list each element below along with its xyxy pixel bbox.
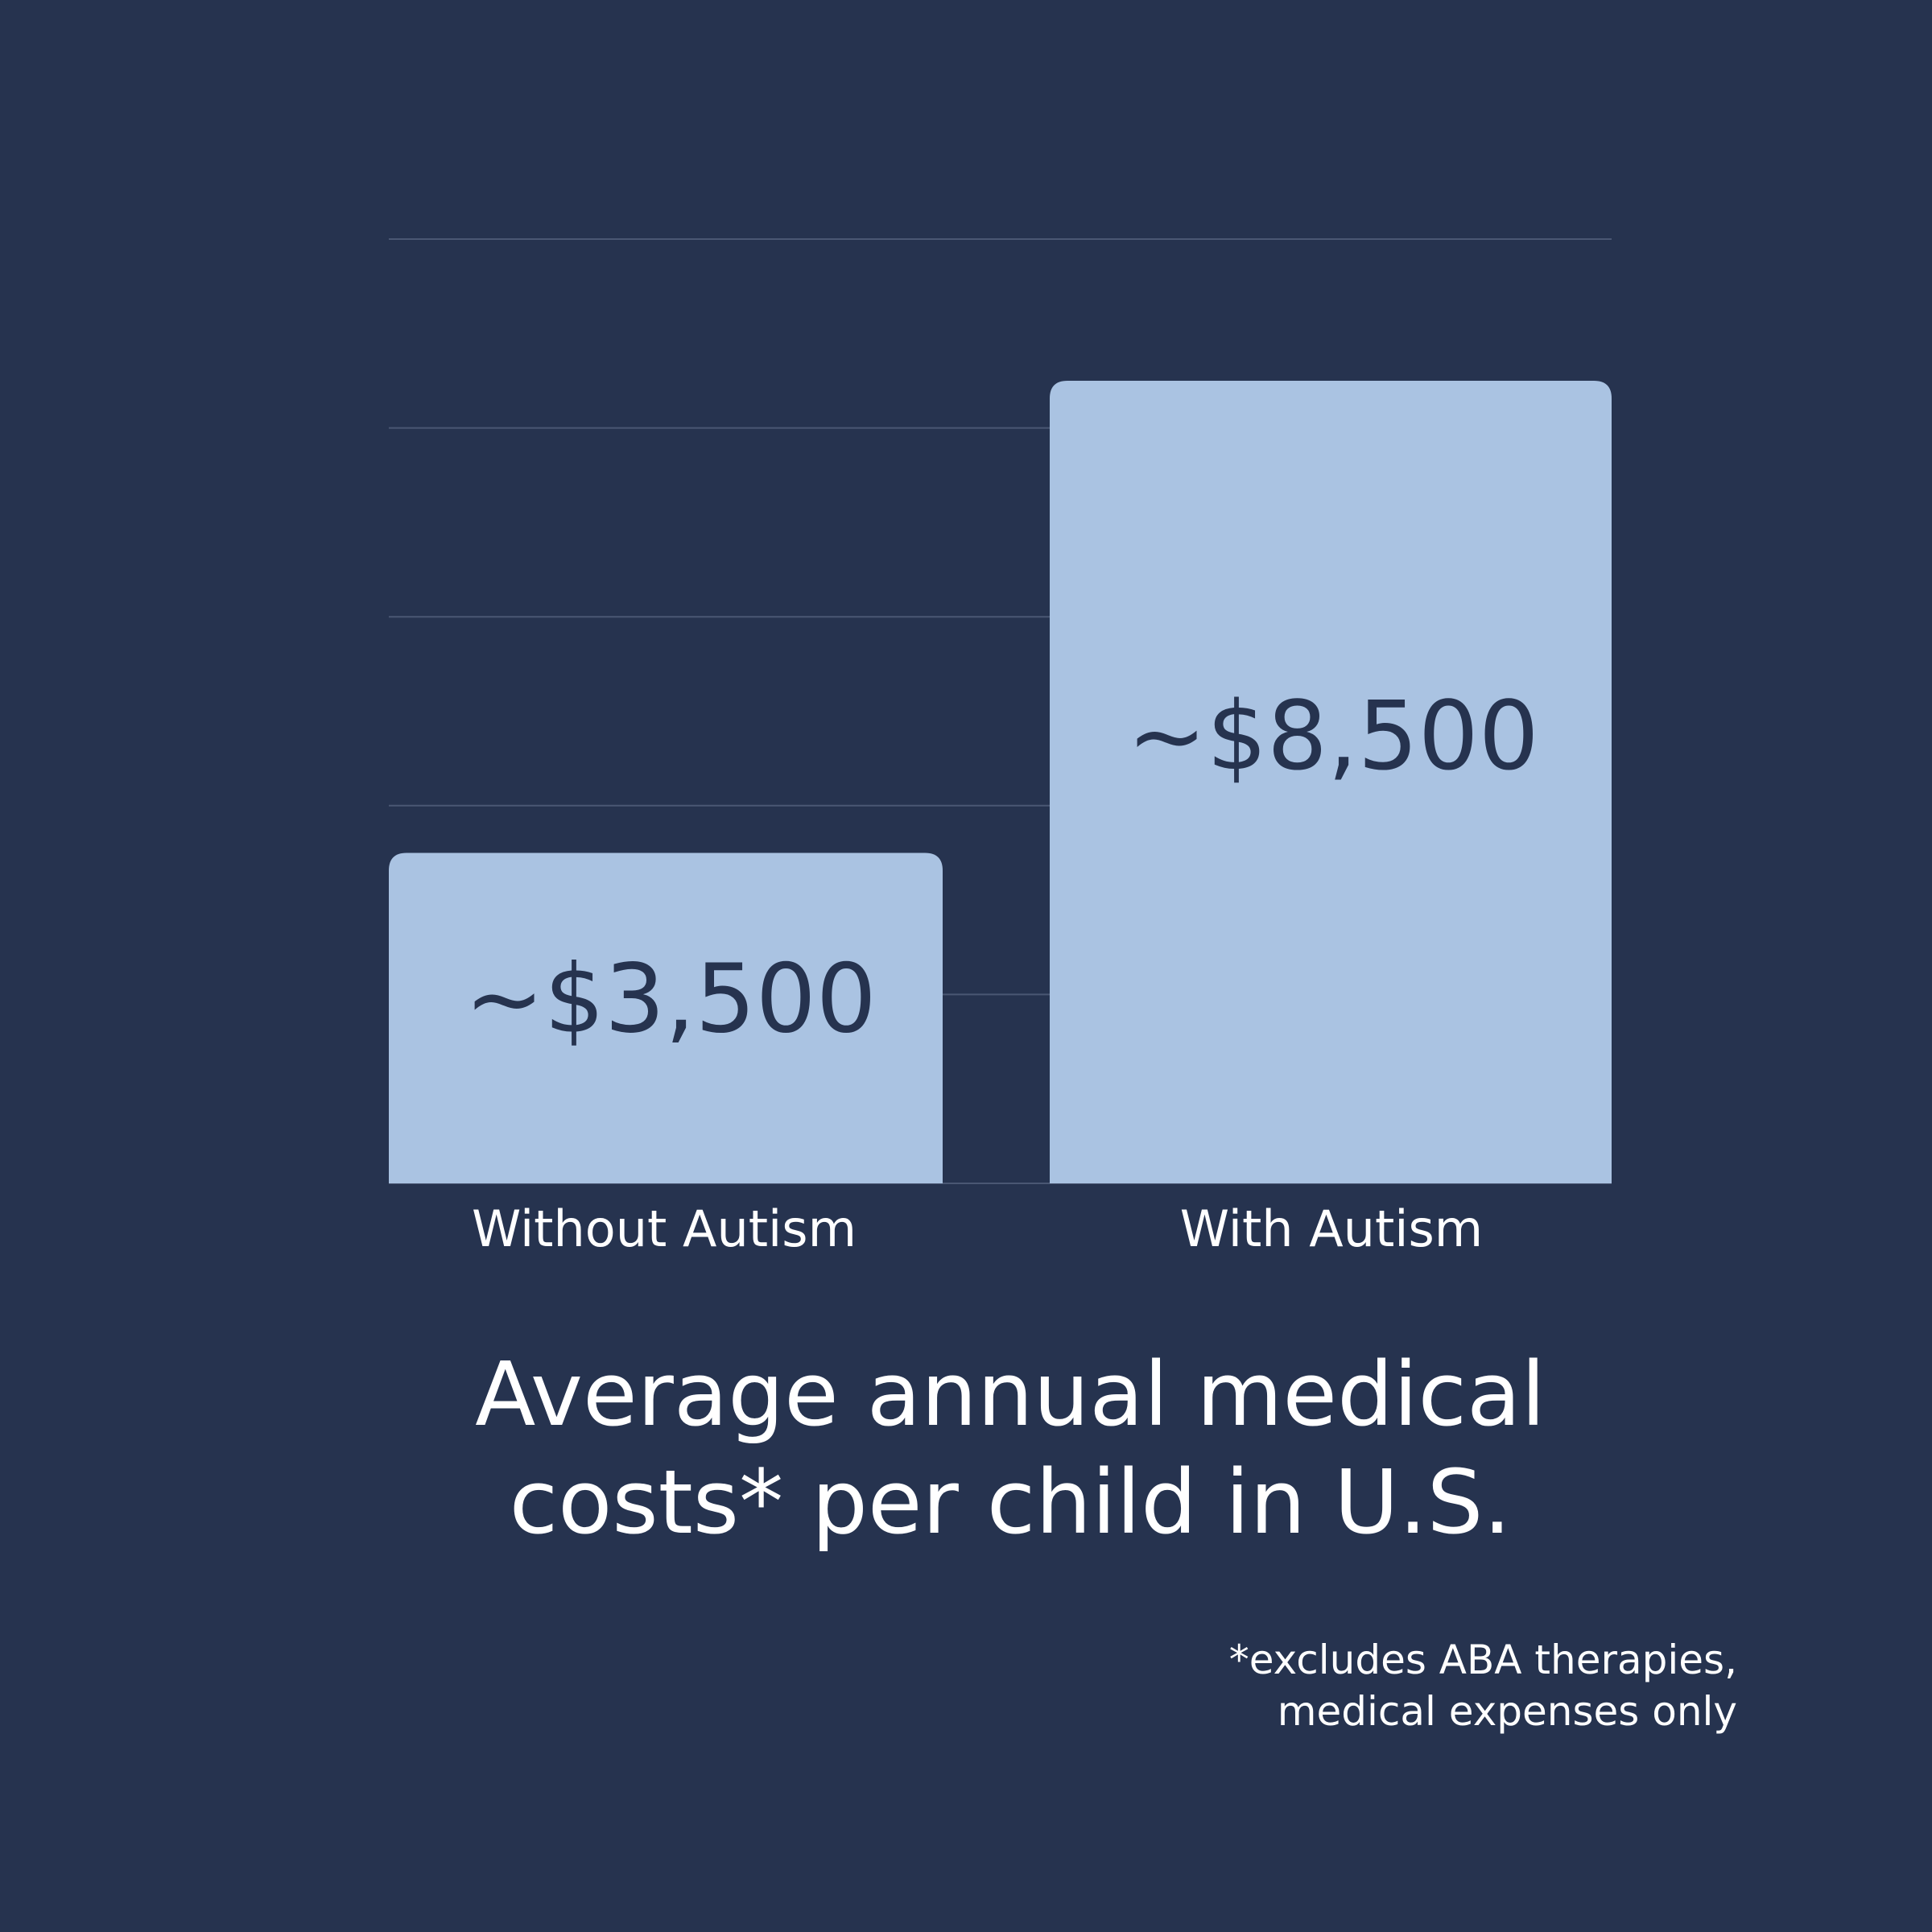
bar-without-autism: [389, 852, 943, 1183]
labels-layer: ~$3,500 Without Autism ~$8,500 With Autism: [464, 680, 1539, 1258]
category-label: Without Autism: [472, 1199, 857, 1258]
chart-title-line-2: costs* per child in U.S.: [509, 1451, 1512, 1554]
chart-title: Average annual medical costs* per child …: [322, 1340, 1699, 1556]
bar-with-autism: [1050, 380, 1612, 1183]
bar-value-label: ~$8,500: [1127, 680, 1539, 791]
bar-value-label: ~$3,500: [464, 943, 877, 1054]
chart-title-line-1: Average annual medical: [475, 1343, 1546, 1446]
category-label: With Autism: [1180, 1199, 1483, 1258]
bars-layer: [389, 380, 1612, 1183]
footnote: *excludes ABA therapies, medical expense…: [1013, 1634, 1737, 1737]
footnote-line-1: *excludes ABA therapies,: [1228, 1637, 1737, 1683]
footnote-line-2: medical expenses only: [1277, 1688, 1737, 1735]
